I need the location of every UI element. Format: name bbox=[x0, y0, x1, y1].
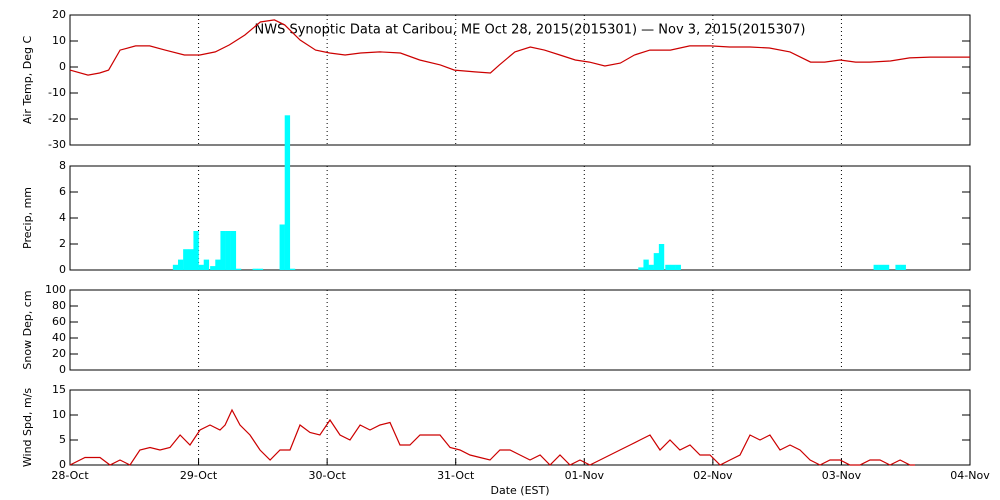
y-tick-label: 0 bbox=[59, 263, 66, 276]
bar bbox=[643, 259, 649, 270]
y-tick-label: 0 bbox=[59, 363, 66, 376]
bar bbox=[188, 249, 194, 270]
plot-frame bbox=[69, 165, 971, 271]
bar bbox=[873, 264, 879, 270]
bar bbox=[895, 264, 901, 270]
y-tick-label: 6 bbox=[59, 185, 66, 198]
bar bbox=[257, 268, 264, 270]
bar bbox=[220, 231, 226, 270]
panel: 0 20 40 60 80 100 Snow Dep, cm bbox=[21, 283, 971, 376]
x-tick-label: 02-Nov bbox=[693, 469, 733, 482]
y-tick-label: 0 bbox=[59, 60, 66, 73]
panel: 0 5 10 15 Wind Spd, m/s 28-Oct 29-Oct 30-Oct 31-… bbox=[21, 383, 990, 497]
bar bbox=[878, 264, 885, 270]
bar bbox=[883, 264, 890, 270]
y-tick-label: 4 bbox=[59, 211, 66, 224]
x-tick-label: 31-Oct bbox=[437, 469, 475, 482]
y-tick-label: 100 bbox=[45, 283, 66, 296]
y-tick-label: 20 bbox=[52, 347, 66, 360]
bar bbox=[198, 264, 204, 270]
bar bbox=[289, 268, 296, 270]
y-tick-label: 8 bbox=[59, 159, 66, 172]
y-tick-label: 60 bbox=[52, 315, 66, 328]
bar bbox=[279, 224, 285, 270]
bar bbox=[675, 264, 681, 270]
bar bbox=[193, 231, 199, 270]
plot-frame bbox=[69, 389, 971, 466]
y-tick-label: 5 bbox=[59, 433, 66, 446]
plot-frame bbox=[69, 289, 971, 371]
bar bbox=[648, 264, 654, 270]
panel: -30 -20 -10 0 10 20 Air Temp, Deg C NWS Synopti… bbox=[21, 8, 971, 151]
bar bbox=[235, 268, 242, 270]
panel: 0 2 4 6 8 Precip, mm bbox=[21, 115, 971, 276]
y-tick-label: -30 bbox=[48, 138, 66, 151]
y-tick-label: 10 bbox=[52, 34, 66, 47]
x-axis-label: Date (EST) bbox=[490, 484, 549, 497]
y-axis-label: Air Temp, Deg C bbox=[21, 36, 34, 125]
y-tick-label: 15 bbox=[52, 383, 66, 396]
bar bbox=[183, 249, 189, 270]
bar bbox=[178, 259, 184, 270]
y-tick-label: 2 bbox=[59, 237, 66, 250]
y-tick-label: -10 bbox=[48, 86, 66, 99]
bar bbox=[665, 264, 671, 270]
y-tick-label: 80 bbox=[52, 299, 66, 312]
y-axis-label: Snow Dep, cm bbox=[21, 290, 34, 369]
y-tick-label: 40 bbox=[52, 331, 66, 344]
x-tick-label: 04-Nov bbox=[950, 469, 990, 482]
x-tick-label: 03-Nov bbox=[822, 469, 862, 482]
y-tick-label: -20 bbox=[48, 112, 66, 125]
y-axis-label: Wind Spd, m/s bbox=[21, 388, 34, 468]
bar bbox=[653, 253, 660, 270]
y-axis-label: Precip, mm bbox=[21, 187, 34, 249]
bar bbox=[284, 115, 291, 270]
bar bbox=[215, 259, 221, 270]
y-tick-label: 10 bbox=[52, 408, 66, 421]
chart-title: NWS Synoptic Data at Caribou, ME Oct 28,… bbox=[255, 23, 806, 38]
bar bbox=[230, 231, 237, 270]
bar bbox=[670, 264, 676, 270]
x-tick-label: 01-Nov bbox=[565, 469, 605, 482]
bar bbox=[225, 231, 231, 270]
bar bbox=[172, 264, 179, 270]
bar bbox=[203, 259, 210, 270]
y-tick-label: 0 bbox=[59, 458, 66, 471]
x-tick-label: 28-Oct bbox=[51, 469, 89, 482]
x-tick-label: 29-Oct bbox=[180, 469, 218, 482]
bar bbox=[658, 244, 665, 270]
y-tick-label: 20 bbox=[52, 8, 66, 21]
bar bbox=[638, 267, 644, 270]
bar bbox=[900, 264, 906, 270]
bar bbox=[252, 268, 258, 270]
bar bbox=[210, 266, 216, 270]
data-line bbox=[69, 19, 970, 76]
x-tick-label: 30-Oct bbox=[308, 469, 346, 482]
data-line bbox=[69, 408, 915, 466]
